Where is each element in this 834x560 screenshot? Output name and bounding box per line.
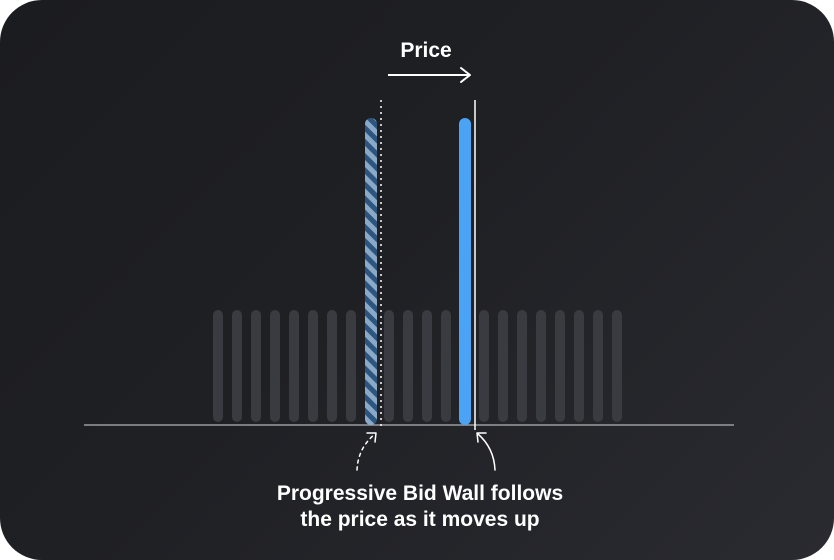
background-bar <box>213 310 223 422</box>
background-bar <box>422 310 432 422</box>
current-bid-wall <box>459 118 471 425</box>
caption-line-2: the price as it moves up <box>300 508 539 531</box>
background-bar <box>517 310 527 422</box>
background-bar <box>536 310 546 422</box>
background-bar <box>327 310 337 422</box>
background-bar <box>479 310 489 422</box>
dashed-curved-arrow-icon <box>356 432 377 471</box>
background-bar <box>346 310 356 422</box>
background-bar <box>251 310 261 422</box>
background-bar <box>384 310 394 422</box>
background-bar <box>441 310 451 422</box>
caption-line-1: Progressive Bid Wall follows <box>277 482 563 505</box>
background-bar <box>232 310 242 422</box>
price-label: Price <box>400 39 451 62</box>
background-bar <box>403 310 413 422</box>
background-bar <box>612 310 622 422</box>
background-bar <box>574 310 584 422</box>
background-bar <box>593 310 603 422</box>
background-bar <box>308 310 318 422</box>
background-bar <box>270 310 280 422</box>
previous-bid-wall <box>365 118 377 425</box>
price-direction-arrow-icon <box>388 67 471 83</box>
background-bars <box>213 310 622 422</box>
background-bar <box>289 310 299 422</box>
solid-curved-arrow-icon <box>476 432 496 471</box>
background-bar <box>498 310 508 422</box>
background-bar <box>555 310 565 422</box>
